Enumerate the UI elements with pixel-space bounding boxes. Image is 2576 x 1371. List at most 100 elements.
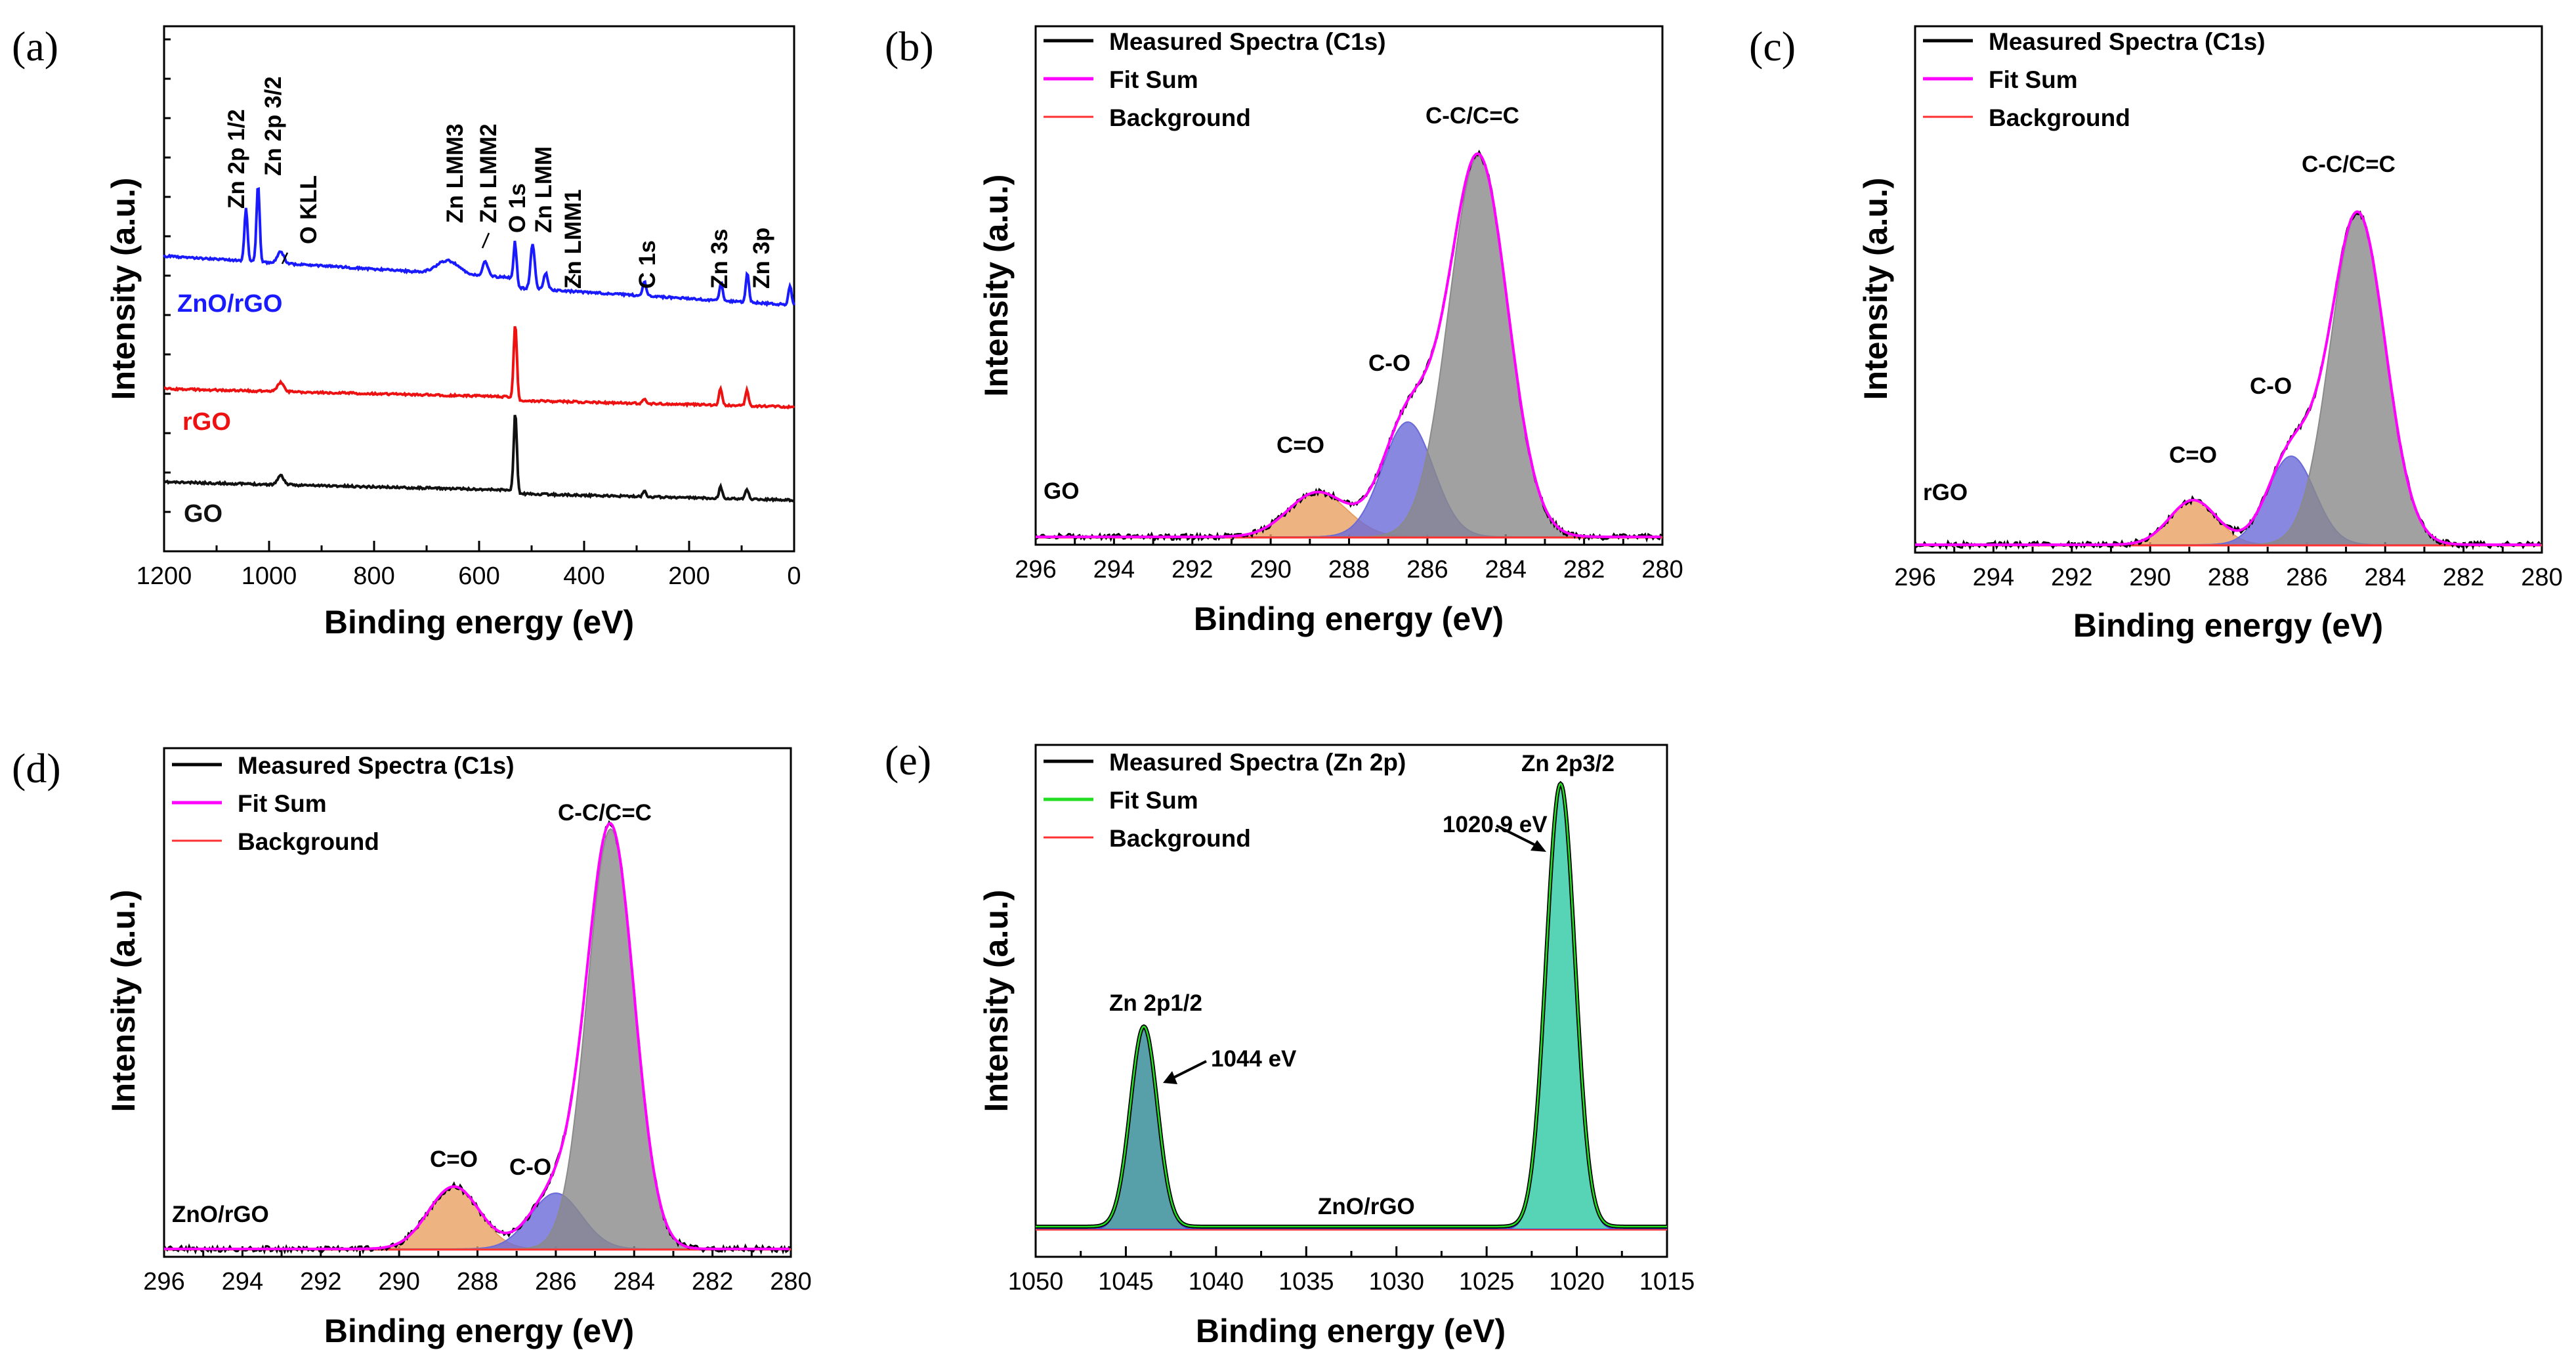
x-ticks-a: 1200 1000 800 600 400 200 0	[137, 541, 801, 590]
panel-letter-d: (d)	[12, 745, 61, 791]
series-label-go: GO	[184, 500, 222, 528]
legend-fitsum-b: Fit Sum	[1109, 66, 1198, 93]
peak-label-znlmm1: Zn LMM1	[560, 189, 586, 289]
arrowhead-1020-e	[1531, 840, 1546, 852]
x-tick-label: 294	[1093, 556, 1135, 583]
sample-label-d: ZnO/rGO	[172, 1202, 269, 1227]
x-tick-label: 1050	[1008, 1268, 1064, 1296]
component-label-cc-c: C-C/C=C	[2302, 152, 2396, 177]
y-axis-title-c: Intensity (a.u.)	[1857, 178, 1894, 400]
legend-d: Measured Spectra (C1s) Fit Sum Backgroun…	[172, 752, 515, 855]
x-tick-label: 284	[1485, 556, 1527, 583]
x-tick-label: 292	[300, 1268, 341, 1296]
x-tick-label: 288	[457, 1268, 498, 1296]
x-ticks-e: 1050 1045 1040 1035 1030 1025 1020 1015	[1008, 1246, 1695, 1296]
annotation-1020-e: 1020.9 eV	[1443, 812, 1548, 837]
x-ticks-c: 296 294 292 290 288 286 284 282 280	[1894, 542, 2563, 591]
component-label-zn2p32-e: Zn 2p3/2	[1521, 751, 1615, 776]
x-tick-label: 282	[692, 1268, 733, 1296]
panel-d: (d) Intensity (a.u.) Binding energy (eV)…	[12, 745, 812, 1349]
y-axis-title-a: Intensity (a.u.)	[105, 178, 142, 400]
legend-background-e: Background	[1109, 825, 1251, 852]
x-tick-label: 282	[1563, 556, 1605, 583]
x-tick-label: 284	[614, 1268, 655, 1296]
x-tick-label: 284	[2365, 564, 2406, 591]
peak-label-zn3p: Zn 3p	[749, 228, 774, 289]
legend-measured-b: Measured Spectra (C1s)	[1109, 28, 1386, 55]
x-tick-label: 286	[2286, 564, 2327, 591]
legend-c: Measured Spectra (C1s) Fit Sum Backgroun…	[1923, 28, 2266, 131]
legend-measured-c: Measured Spectra (C1s)	[1989, 28, 2266, 55]
component-label-zn2p12-e: Zn 2p1/2	[1109, 990, 1202, 1016]
y-minor-ticks-a	[164, 38, 171, 513]
panel-b: (b) Intensity (a.u.) Binding energy (eV)…	[885, 23, 1683, 637]
component-label-co2-b: C=O	[1277, 432, 1324, 458]
series-label-rgo: rGO	[182, 408, 231, 436]
legend-fitsum-c: Fit Sum	[1989, 66, 2078, 93]
component-label-co-b: C-O	[1368, 350, 1410, 376]
legend-background-b: Background	[1109, 104, 1251, 131]
legend-measured-d: Measured Spectra (C1s)	[238, 752, 515, 779]
x-axis-title-d: Binding energy (eV)	[324, 1313, 634, 1349]
component-label-co2-c: C=O	[2169, 442, 2217, 468]
x-ticks-b: 296 294 292 290 288 286 284 282 280	[1015, 534, 1683, 583]
x-tick-label: 294	[1973, 564, 2014, 591]
y-axis-title-b: Intensity (a.u.)	[978, 175, 1015, 397]
panel-a: (a) Intensity (a.u.) Binding energy (eV)…	[12, 23, 801, 641]
x-tick-label: 1020	[1549, 1268, 1605, 1296]
peak-label-znlmm: Zn LMM	[531, 146, 557, 233]
series-line-go	[163, 414, 795, 503]
x-tick-label: 290	[1250, 556, 1291, 583]
x-ticks-d: 296 294 292 290 288 286 284 282 280	[143, 1246, 812, 1296]
x-tick-label: 296	[1894, 564, 1935, 591]
x-tick-label: 400	[563, 562, 604, 590]
x-axis-title-e: Binding energy (eV)	[1196, 1313, 1506, 1349]
arrow-1044-e	[1169, 1060, 1207, 1081]
legend-b: Measured Spectra (C1s) Fit Sum Backgroun…	[1044, 28, 1386, 131]
x-tick-label: 0	[787, 562, 801, 590]
plot-frame-a	[163, 25, 795, 553]
x-tick-label: 1035	[1278, 1268, 1334, 1296]
component-label-cc-b: C-C/C=C	[1425, 103, 1519, 129]
peak-label-c1s: C 1s	[635, 240, 660, 289]
plot-frame-d	[163, 747, 792, 1258]
x-axis-title-a: Binding energy (eV)	[324, 604, 634, 641]
y-axis-title-d: Intensity (a.u.)	[105, 890, 142, 1112]
x-tick-label: 292	[2051, 564, 2092, 591]
y-axis-title-e: Intensity (a.u.)	[978, 890, 1015, 1112]
x-tick-label: 290	[2129, 564, 2170, 591]
measured-spectrum	[1034, 150, 1662, 543]
x-tick-label: 1045	[1098, 1268, 1154, 1296]
x-tick-label: 288	[1328, 556, 1370, 583]
component-peak-cc	[1036, 155, 1662, 538]
x-axis-title-b: Binding energy (eV)	[1194, 601, 1504, 637]
peak-leaders-a	[281, 232, 576, 283]
component-label-cc-d: C-C/C=C	[558, 800, 652, 826]
legend-measured-e: Measured Spectra (Zn 2p)	[1109, 749, 1406, 776]
curves-d	[163, 820, 791, 1255]
measured-spectrum	[1914, 210, 2541, 551]
x-tick-label: 296	[143, 1268, 184, 1296]
x-tick-label: 288	[2208, 564, 2249, 591]
legend-fitsum-e: Fit Sum	[1109, 787, 1198, 814]
panel-e: (e) Intensity (a.u.) Binding energy (eV)…	[885, 737, 1695, 1349]
x-tick-label: 294	[222, 1268, 263, 1296]
peak-label-znlmm2: Zn LMM2	[476, 123, 501, 223]
peak-label-zn2p12: Zn 2p 1/2	[224, 109, 249, 209]
peak-label-znlmm3: Zn LMM3	[442, 123, 468, 223]
measured-spectrum	[163, 820, 791, 1255]
legend-background-d: Background	[238, 828, 379, 855]
x-tick-label: 286	[535, 1268, 576, 1296]
sample-label-c: rGO	[1923, 480, 1968, 505]
x-tick-label: 200	[668, 562, 709, 590]
panel-letter-c: (c)	[1749, 23, 1796, 70]
x-tick-label: 1040	[1189, 1268, 1244, 1296]
x-tick-label: 1015	[1639, 1268, 1695, 1296]
x-tick-label: 800	[353, 562, 394, 590]
component-label-co2-d: C=O	[430, 1147, 478, 1172]
curves-b	[1034, 150, 1662, 543]
x-tick-label: 1200	[137, 562, 192, 590]
component-peak-cc	[1915, 212, 2542, 545]
peak-label-zn3s: Zn 3s	[707, 229, 732, 289]
arrow-1020-e	[1496, 824, 1542, 849]
